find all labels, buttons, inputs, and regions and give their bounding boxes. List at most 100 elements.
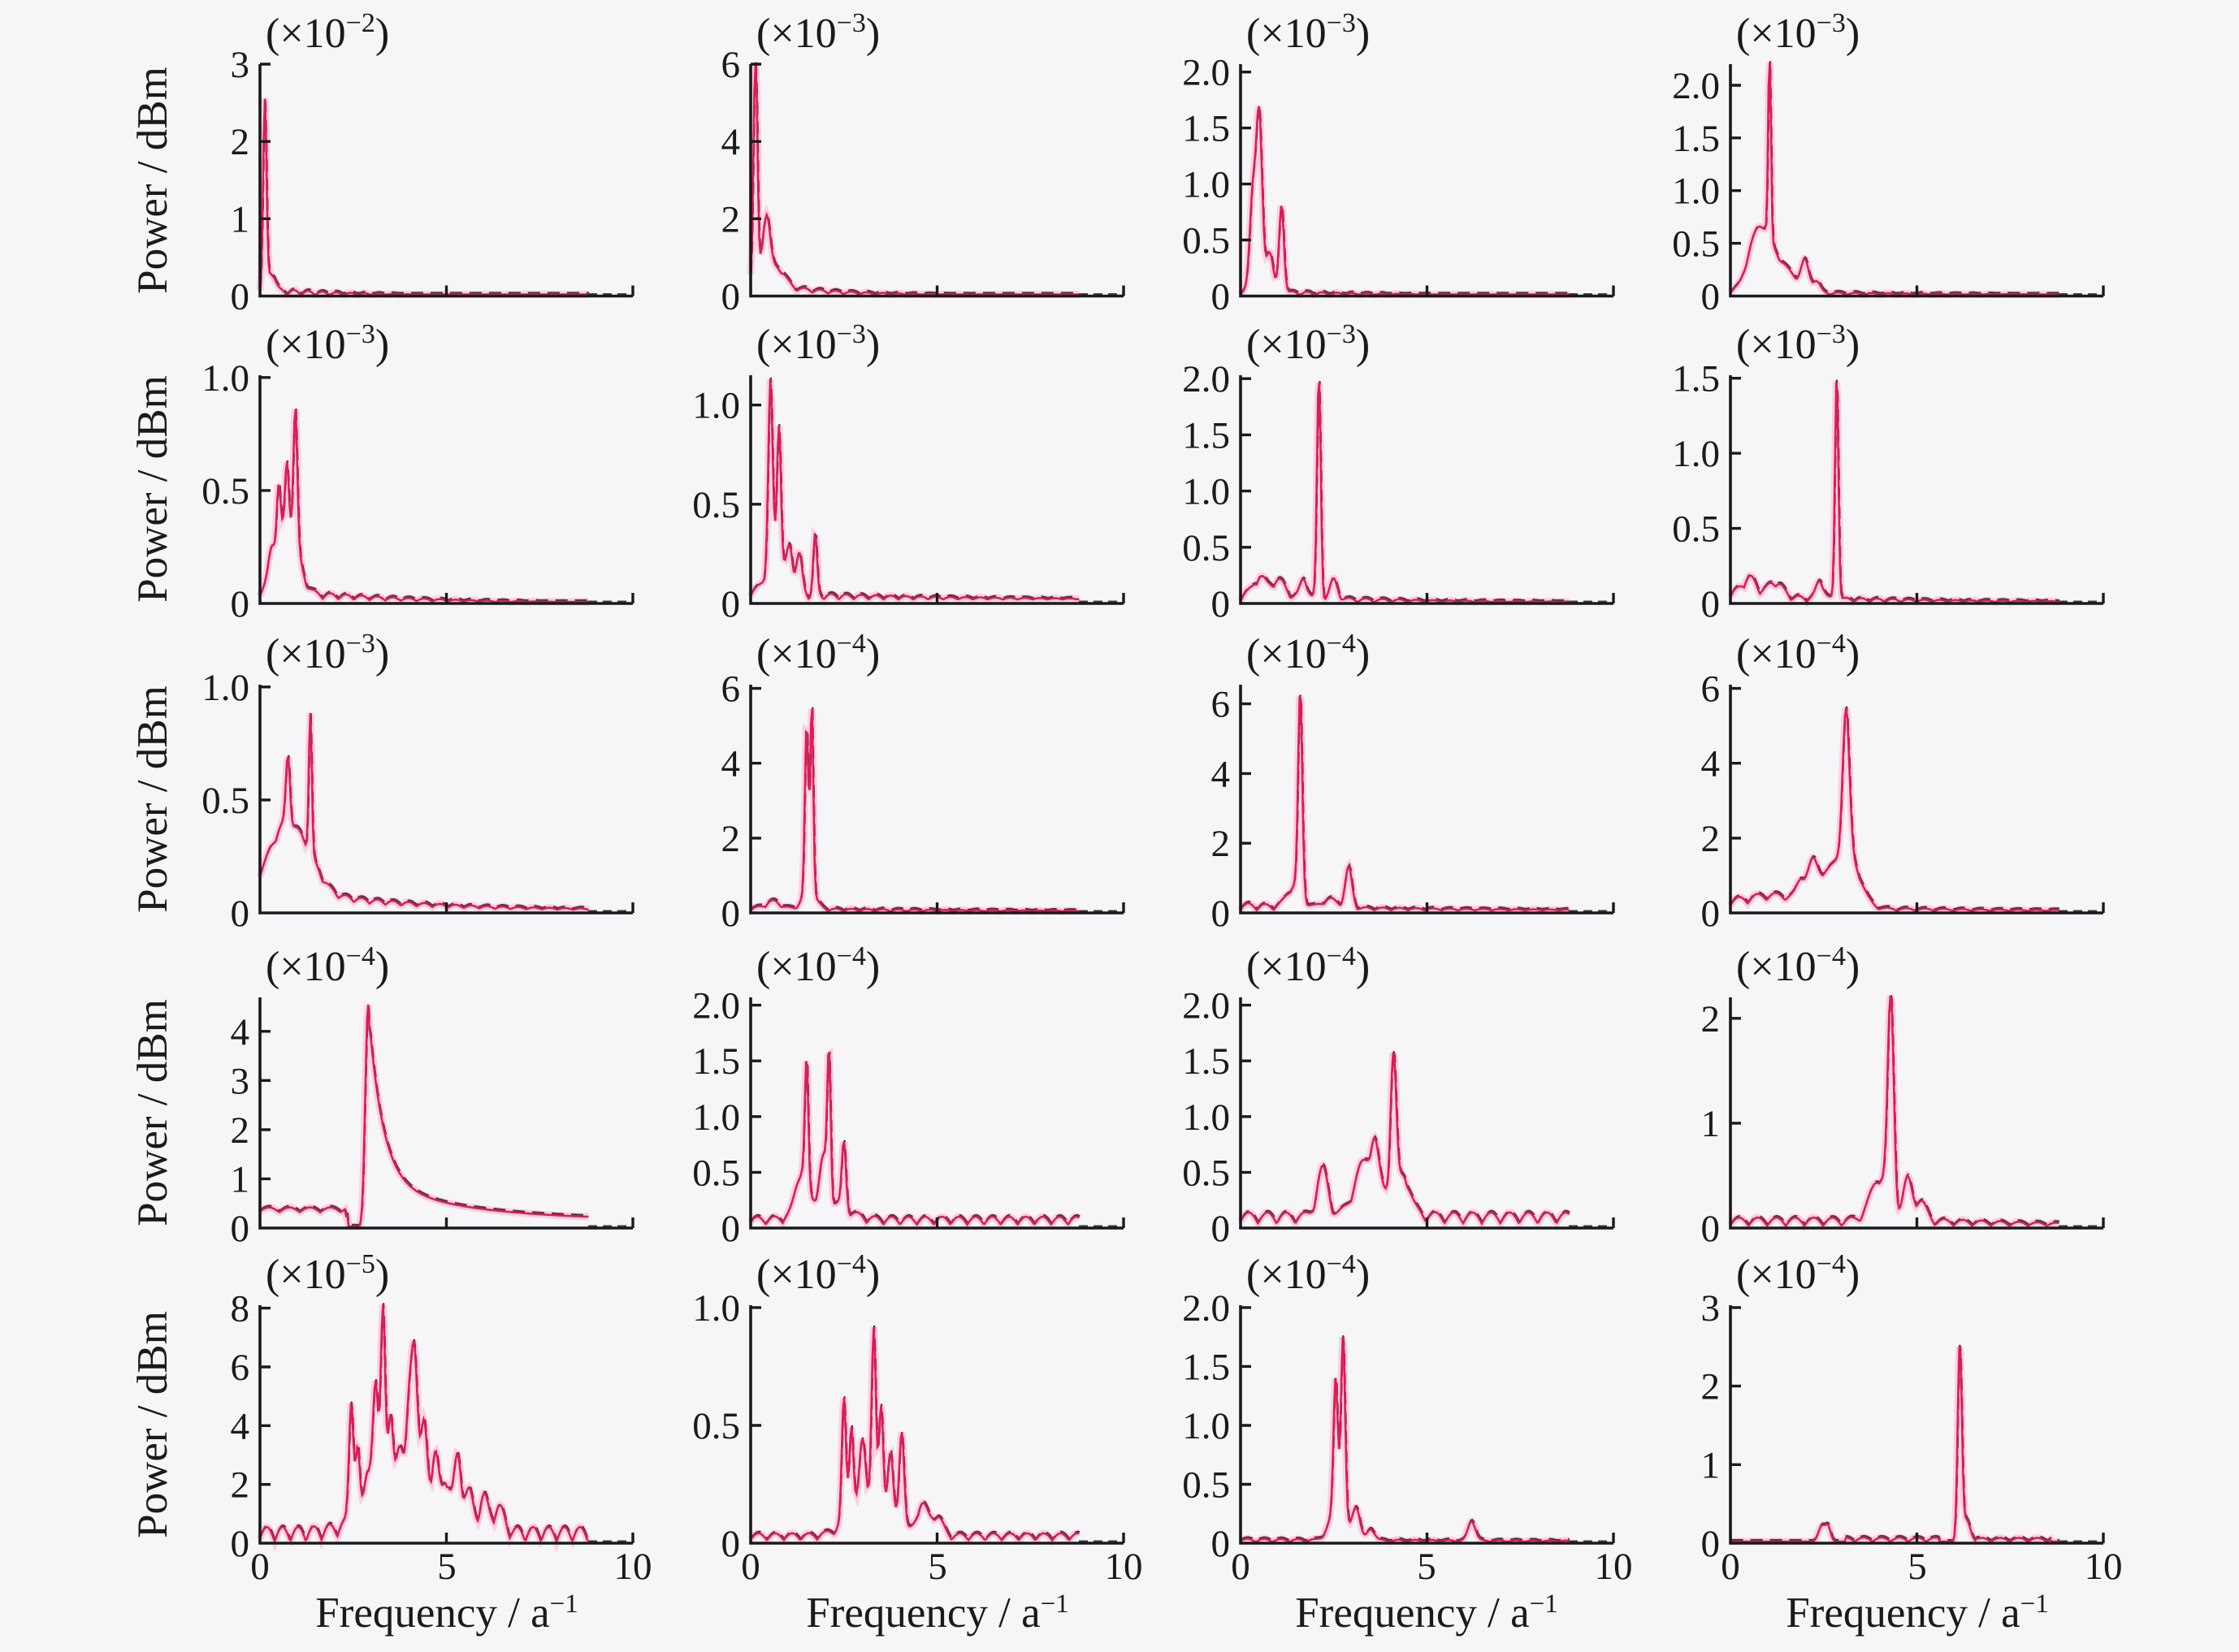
svg-text:0: 0 [231,1208,250,1250]
svg-text:0: 0 [1721,1546,1740,1588]
svg-text:2.0: 2.0 [1182,1287,1230,1330]
svg-text:2.0: 2.0 [692,985,740,1027]
svg-text:Power / dBm: Power / dBm [129,685,176,913]
svg-text:1.0: 1.0 [692,385,740,427]
svg-text:2: 2 [231,1109,250,1152]
svg-text:2.0: 2.0 [1182,52,1230,94]
svg-text:6: 6 [231,1347,250,1389]
svg-text:Frequency / a−1: Frequency / a−1 [806,1589,1069,1637]
svg-text:6: 6 [721,44,741,86]
svg-text:(×10−3): (×10−3) [1246,319,1370,368]
svg-text:0.5: 0.5 [201,470,249,512]
svg-text:1.5: 1.5 [1182,414,1230,456]
svg-text:Power / dBm: Power / dBm [129,67,176,294]
svg-text:2: 2 [721,818,741,860]
svg-text:4: 4 [721,121,741,163]
svg-text:6: 6 [721,668,741,711]
svg-text:Frequency / a−1: Frequency / a−1 [315,1589,578,1637]
svg-text:0.5: 0.5 [1672,223,1720,266]
svg-text:2.0: 2.0 [1672,65,1720,107]
svg-text:1.5: 1.5 [1182,108,1230,150]
svg-text:1: 1 [1701,1444,1721,1486]
svg-text:10: 10 [1595,1546,1633,1588]
svg-text:1.5: 1.5 [692,1040,740,1083]
svg-text:10: 10 [2085,1546,2123,1588]
svg-text:3: 3 [231,44,250,86]
svg-text:4: 4 [721,743,741,785]
svg-text:0: 0 [1231,1546,1250,1588]
svg-text:0.5: 0.5 [1182,1464,1230,1507]
svg-text:1.0: 1.0 [1672,433,1720,475]
svg-text:0: 0 [1211,1523,1231,1565]
svg-text:0: 0 [1701,893,1721,935]
svg-text:1.0: 1.0 [1672,171,1720,213]
svg-text:0: 0 [721,1208,741,1250]
svg-text:1.0: 1.0 [692,1096,740,1139]
svg-text:4: 4 [231,1405,250,1447]
svg-text:0.5: 0.5 [1182,527,1230,569]
svg-text:0: 0 [721,1523,741,1565]
svg-text:(×10−3): (×10−3) [756,8,880,57]
svg-text:0.5: 0.5 [692,1405,740,1447]
svg-text:2: 2 [1701,818,1721,860]
svg-text:0.5: 0.5 [1182,1152,1230,1194]
svg-text:0.5: 0.5 [692,484,740,526]
svg-text:(×10−4): (×10−4) [1736,629,1860,677]
svg-text:0.5: 0.5 [201,780,249,822]
svg-text:0.5: 0.5 [1182,220,1230,262]
svg-text:0: 0 [741,1546,760,1588]
svg-text:6: 6 [1701,668,1721,711]
svg-text:1.5: 1.5 [1672,358,1720,400]
svg-text:0: 0 [1211,276,1231,318]
svg-text:0: 0 [1701,583,1721,625]
svg-text:0: 0 [250,1546,270,1588]
svg-text:3: 3 [231,1060,250,1102]
svg-text:5: 5 [928,1546,947,1588]
svg-text:0: 0 [721,276,741,318]
svg-text:0: 0 [721,583,741,625]
svg-text:1.0: 1.0 [1182,164,1230,206]
svg-text:10: 10 [614,1546,652,1588]
svg-text:1.0: 1.0 [1182,1405,1230,1447]
svg-text:Power / dBm: Power / dBm [129,1311,176,1538]
svg-text:2: 2 [231,121,250,163]
svg-text:1.0: 1.0 [1182,471,1230,513]
svg-text:1.5: 1.5 [1672,118,1720,160]
svg-text:1.0: 1.0 [201,357,249,400]
svg-text:Power / dBm: Power / dBm [129,375,176,603]
svg-text:2: 2 [1701,998,1721,1040]
svg-text:1.0: 1.0 [1182,1096,1230,1139]
svg-text:10: 10 [1105,1546,1143,1588]
svg-text:5: 5 [1908,1546,1927,1588]
svg-text:4: 4 [1211,753,1231,795]
svg-text:0: 0 [1211,1208,1231,1250]
svg-text:2.0: 2.0 [1182,985,1230,1027]
svg-text:Power / dBm: Power / dBm [129,999,176,1226]
svg-text:0: 0 [1211,583,1231,625]
svg-text:1: 1 [231,1158,250,1200]
svg-text:(×10−2): (×10−2) [266,8,389,57]
svg-text:1: 1 [1701,1103,1721,1145]
svg-text:2: 2 [1211,823,1231,865]
svg-text:0: 0 [1211,893,1231,935]
svg-text:0: 0 [231,583,250,625]
svg-text:3: 3 [1701,1287,1721,1330]
svg-text:0.5: 0.5 [692,1152,740,1194]
svg-text:0.5: 0.5 [1672,508,1720,551]
svg-text:1.0: 1.0 [692,1287,740,1330]
svg-text:5: 5 [437,1546,457,1588]
svg-text:1: 1 [231,198,250,240]
svg-text:0: 0 [231,276,250,318]
svg-text:2.0: 2.0 [1182,358,1230,400]
svg-text:1.5: 1.5 [1182,1346,1230,1388]
svg-text:2: 2 [721,198,741,240]
svg-text:0: 0 [1701,1208,1721,1250]
svg-text:(×10−3): (×10−3) [1736,8,1860,57]
svg-text:4: 4 [231,1011,250,1053]
svg-text:6: 6 [1211,684,1231,726]
svg-text:Frequency / a−1: Frequency / a−1 [1295,1589,1558,1637]
svg-text:0: 0 [1701,1523,1721,1565]
svg-text:1.5: 1.5 [1182,1040,1230,1083]
svg-text:0: 0 [231,1523,250,1565]
svg-text:1.0: 1.0 [201,667,249,709]
